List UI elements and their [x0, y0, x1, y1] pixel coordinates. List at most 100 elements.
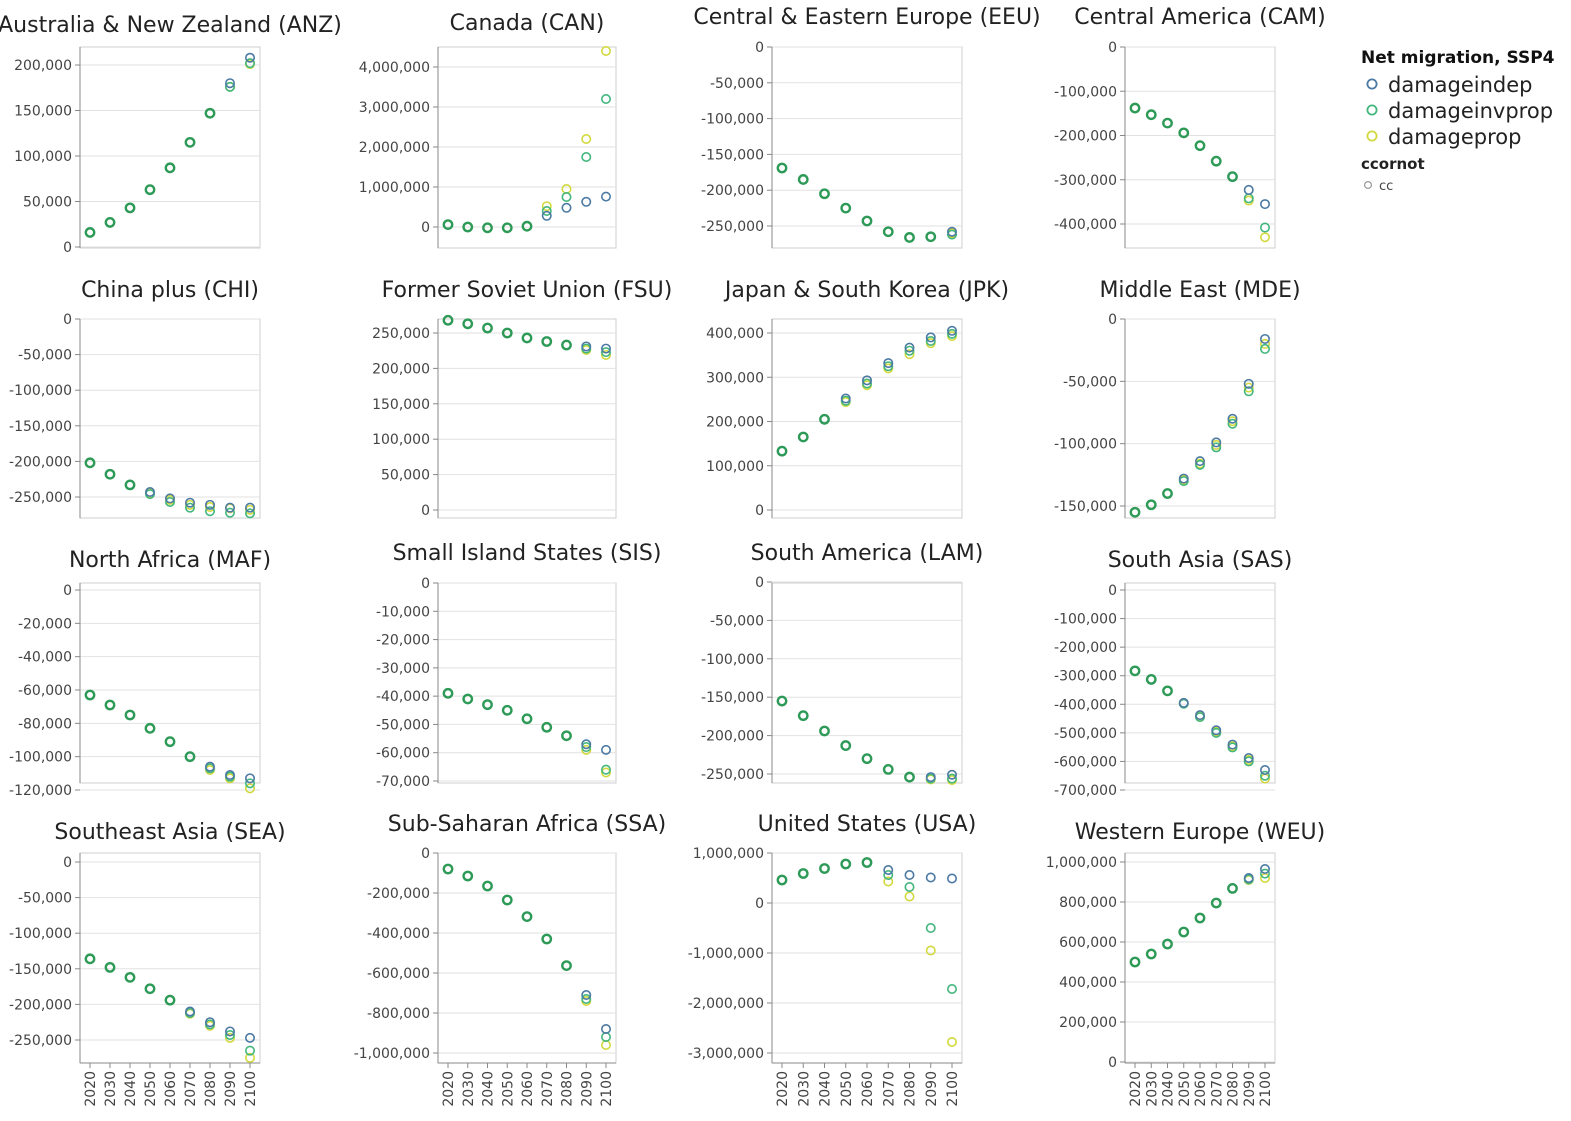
data-point-damageinvprop	[1227, 418, 1238, 429]
data-point	[1162, 685, 1173, 697]
y-tick-label: -50,000	[1063, 374, 1117, 390]
data-point	[561, 339, 572, 351]
y-tick-label: -200,000	[1054, 129, 1117, 145]
data-point-damageinvprop	[861, 378, 872, 389]
y-tick-label: -50,000	[18, 891, 72, 907]
y-tick-label: 1,000,000	[1046, 855, 1117, 871]
data-point	[1129, 956, 1141, 968]
legend-title: Net migration, SSP4	[1361, 48, 1555, 68]
data-point	[797, 868, 809, 879]
data-point-damageinvprop	[1260, 770, 1271, 781]
x-tick-label: 2070	[540, 1071, 556, 1107]
data-point-damageindep	[205, 1017, 216, 1028]
plot-frame	[771, 582, 963, 784]
data-point-damageinvprop	[883, 869, 894, 880]
data-point-damageinvprop	[600, 1032, 611, 1043]
x-tick-label: 2100	[945, 1071, 961, 1107]
data-point	[925, 231, 937, 243]
x-tick-label: 2100	[1258, 1071, 1274, 1107]
data-point-damageindep	[581, 989, 592, 1000]
y-tick-label: 2,000,000	[359, 140, 430, 156]
data-point	[1194, 912, 1206, 924]
y-tick-label: 0	[421, 576, 430, 592]
x-tick-label: 2040	[123, 1071, 139, 1107]
data-point-damageindep	[1178, 697, 1189, 708]
panel-title: Canada (CAN)	[450, 11, 605, 36]
y-tick-label: -60,000	[376, 746, 430, 762]
data-point-damageindep	[581, 341, 592, 352]
data-point	[541, 336, 553, 347]
y-tick-label: 200,000	[706, 415, 764, 431]
data-point	[797, 431, 809, 443]
data-point	[861, 215, 873, 227]
y-tick-label: -400,000	[1054, 697, 1117, 713]
panel-title: Central & Eastern Europe (EEU)	[693, 5, 1040, 30]
data-point-damageprop	[600, 45, 611, 56]
y-tick-label: 0	[1108, 1055, 1117, 1071]
data-point	[776, 445, 788, 457]
data-point-damageindep	[600, 1024, 611, 1035]
y-tick-label: -10,000	[376, 604, 430, 620]
x-tick-label: 2020	[441, 1071, 457, 1107]
panel-12: 0 -100,000 -200,000 -300,000 -400,000 -500,00…	[1054, 548, 1292, 799]
x-tick-label: 2070	[1209, 1071, 1225, 1107]
data-point-damageindep	[1260, 333, 1271, 344]
y-tick-label: 0	[755, 40, 764, 56]
y-tick-label: -100,000	[701, 652, 764, 668]
panel-title: Western Europe (WEU)	[1075, 820, 1326, 845]
y-tick-label: -400,000	[1054, 217, 1117, 233]
x-tick-label: 2030	[103, 1071, 119, 1107]
y-tick-label: -20,000	[376, 633, 430, 649]
panel-title: Former Soviet Union (FSU)	[382, 278, 673, 303]
x-tick-label: 2040	[818, 1071, 834, 1107]
x-tick-label: 2020	[775, 1071, 791, 1107]
data-point	[1194, 140, 1206, 152]
data-point-damageindep	[840, 393, 851, 404]
panel-title: Central America (CAM)	[1074, 5, 1325, 30]
plot-frame	[1124, 852, 1276, 1064]
data-point	[501, 327, 513, 339]
data-point	[84, 689, 96, 701]
legend: Net migration, SSP4 damageindepdamageinvp…	[1361, 48, 1555, 194]
x-tick-label: 2020	[83, 1071, 99, 1107]
y-tick-label: -200,000	[9, 997, 72, 1013]
panel-title: Japan & South Korea (JPK)	[723, 278, 1009, 303]
panel-title: Southeast Asia (SEA)	[54, 820, 285, 845]
panel-7: 0 100,000 200,000 300,000 400,000 Japan & Sou…	[706, 278, 1009, 519]
data-point-damageprop	[245, 783, 256, 794]
data-point	[184, 751, 196, 763]
data-point-damageinvprop	[225, 1030, 236, 1041]
data-point	[124, 971, 136, 983]
y-tick-label: 400,000	[706, 326, 764, 342]
data-point-damageindep	[245, 1032, 256, 1043]
data-point	[1162, 488, 1173, 499]
data-point-damageinvprop	[946, 983, 957, 994]
y-tick-label: -40,000	[376, 689, 430, 705]
y-tick-label: -250,000	[701, 219, 764, 235]
data-point-damageprop	[600, 767, 611, 778]
data-point-damageindep	[600, 744, 611, 755]
data-point-damageindep	[185, 1006, 196, 1017]
data-point-damageinvprop	[946, 328, 957, 339]
plot-frame	[79, 46, 261, 249]
data-point	[1227, 883, 1238, 894]
y-tick-label: -50,000	[376, 717, 430, 733]
data-point-damageinvprop	[904, 345, 915, 356]
y-tick-label: -80,000	[18, 716, 72, 732]
y-tick-label: -60,000	[18, 683, 72, 699]
x-tick-label: 2030	[461, 1071, 477, 1107]
panel-9: 0 -20,000 -40,000 -60,000 -80,000 -100,000 -12…	[9, 548, 271, 799]
data-point	[1210, 155, 1222, 167]
data-point	[797, 174, 809, 185]
data-point-damageindep	[541, 210, 552, 221]
data-point	[104, 961, 116, 973]
data-point-damageprop	[883, 876, 894, 887]
y-tick-label: 4,000,000	[359, 60, 430, 76]
data-point-damageindep	[245, 502, 256, 513]
y-tick-label: -800,000	[367, 1006, 430, 1022]
data-point-damageinvprop	[883, 361, 894, 372]
y-tick-label: 0	[1108, 583, 1117, 599]
y-tick-label: 0	[421, 220, 430, 236]
data-point	[521, 911, 533, 922]
data-point-damageinvprop	[1260, 868, 1271, 879]
